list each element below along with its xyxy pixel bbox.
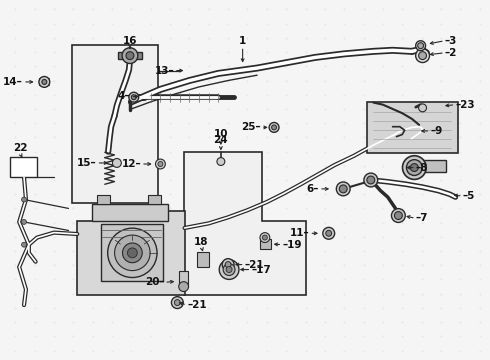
Circle shape (115, 235, 150, 271)
Circle shape (392, 209, 405, 222)
Circle shape (260, 233, 270, 243)
Polygon shape (411, 161, 446, 172)
Circle shape (326, 230, 332, 236)
Circle shape (263, 235, 268, 240)
Polygon shape (260, 239, 270, 249)
Circle shape (122, 48, 138, 63)
Text: 10: 10 (214, 129, 228, 139)
Polygon shape (368, 102, 458, 153)
Polygon shape (97, 195, 110, 204)
Circle shape (22, 220, 26, 224)
Text: 11–: 11– (290, 228, 309, 238)
Text: –19: –19 (282, 240, 302, 250)
Polygon shape (184, 152, 305, 296)
Text: 24: 24 (214, 135, 228, 145)
Text: –5: –5 (463, 191, 475, 201)
Circle shape (394, 212, 402, 220)
Polygon shape (101, 224, 163, 281)
Circle shape (108, 228, 157, 278)
Circle shape (219, 260, 239, 279)
Text: 13–: 13– (154, 66, 174, 76)
Polygon shape (92, 204, 168, 221)
Circle shape (225, 262, 231, 267)
Text: –8: –8 (416, 163, 428, 172)
Text: 15–: 15– (77, 158, 97, 168)
Text: 12–: 12– (122, 159, 141, 169)
Text: 22: 22 (13, 143, 27, 153)
Circle shape (416, 41, 425, 51)
Circle shape (126, 52, 134, 59)
Circle shape (174, 300, 180, 306)
Text: –2: –2 (445, 48, 457, 58)
Circle shape (112, 158, 122, 167)
Polygon shape (179, 271, 189, 287)
Text: –9: –9 (430, 126, 442, 136)
Text: 18: 18 (194, 237, 209, 247)
Text: –17: –17 (251, 265, 271, 275)
Circle shape (223, 264, 235, 275)
Circle shape (402, 156, 426, 179)
Text: 16: 16 (122, 36, 137, 46)
Circle shape (158, 162, 163, 166)
Polygon shape (77, 211, 185, 296)
Circle shape (129, 92, 139, 102)
Circle shape (127, 248, 137, 258)
Text: –21: –21 (245, 260, 264, 270)
Circle shape (22, 242, 26, 247)
Circle shape (22, 197, 26, 202)
Circle shape (172, 297, 183, 309)
Circle shape (367, 176, 375, 184)
Text: –23: –23 (455, 100, 475, 110)
Text: –7: –7 (416, 213, 428, 223)
Circle shape (323, 228, 335, 239)
Text: 6–: 6– (307, 184, 319, 194)
Circle shape (417, 43, 423, 49)
Circle shape (416, 49, 429, 63)
Text: –3: –3 (445, 36, 457, 46)
Circle shape (336, 182, 350, 196)
Circle shape (418, 104, 426, 112)
Circle shape (222, 258, 234, 270)
Circle shape (122, 243, 142, 263)
Circle shape (226, 267, 232, 273)
Bar (73, 45, 158, 203)
Circle shape (411, 163, 418, 171)
Circle shape (131, 95, 136, 100)
Circle shape (418, 52, 426, 59)
Circle shape (271, 125, 276, 130)
Circle shape (217, 158, 225, 166)
Bar (10, 157, 37, 177)
Circle shape (339, 185, 347, 193)
Text: 25–: 25– (242, 122, 261, 132)
Circle shape (42, 80, 47, 84)
Text: 20–: 20– (145, 277, 164, 287)
Circle shape (406, 160, 422, 175)
Circle shape (39, 76, 50, 87)
Text: 1: 1 (239, 36, 246, 46)
Circle shape (269, 122, 279, 132)
Polygon shape (118, 52, 142, 59)
Text: –21: –21 (187, 300, 207, 310)
Circle shape (155, 159, 165, 169)
Polygon shape (148, 195, 161, 204)
Polygon shape (196, 252, 209, 267)
Circle shape (364, 173, 378, 187)
Text: 4–: 4– (118, 91, 130, 102)
Circle shape (179, 282, 189, 292)
Text: 14–: 14– (3, 77, 23, 87)
